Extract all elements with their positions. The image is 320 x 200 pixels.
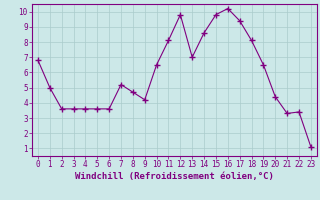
X-axis label: Windchill (Refroidissement éolien,°C): Windchill (Refroidissement éolien,°C): [75, 172, 274, 181]
